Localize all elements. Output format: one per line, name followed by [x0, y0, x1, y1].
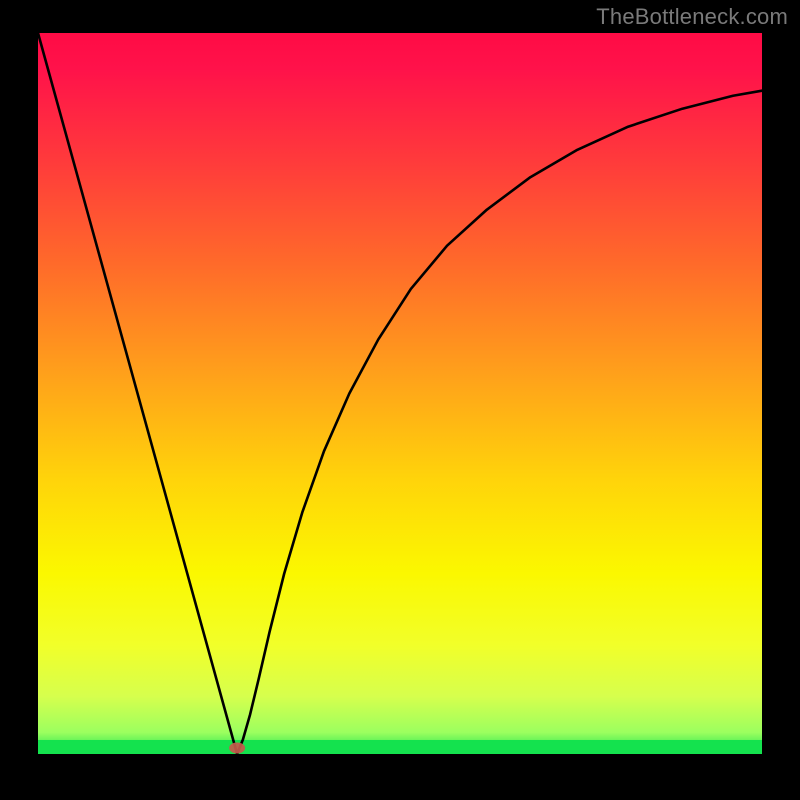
chart-plot-area — [38, 33, 762, 754]
minimum-marker — [229, 743, 245, 754]
chart-svg — [0, 0, 800, 800]
chart-stage: TheBottleneck.com — [0, 0, 800, 800]
chart-green-band — [38, 740, 762, 754]
attribution-text: TheBottleneck.com — [596, 4, 788, 30]
